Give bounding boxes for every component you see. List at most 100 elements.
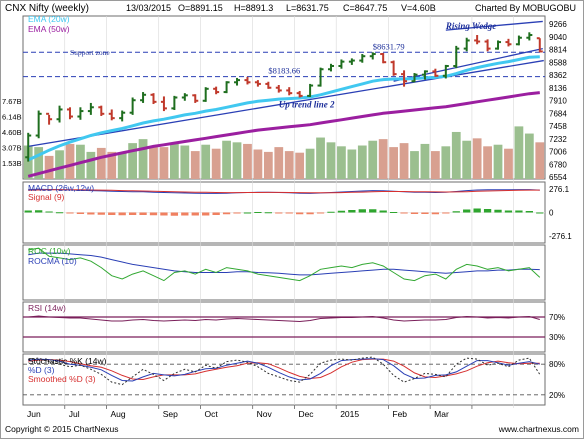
volume-bar: [451, 131, 461, 179]
ohlc-bar: [505, 38, 512, 47]
ohlc-bar: [484, 39, 491, 52]
volume-bar: [524, 133, 534, 179]
rsi-tick-label: 70%: [549, 313, 565, 322]
ohlc-bar: [474, 35, 481, 45]
volume-bar: [253, 149, 263, 179]
macd-histogram-bar: [254, 212, 262, 213]
macd-histogram-bar: [66, 212, 74, 214]
ohlc-bar: [181, 93, 188, 101]
ohlc-bar: [536, 37, 543, 53]
price-tick-label: 7232: [549, 135, 567, 144]
volume-bar: [86, 151, 96, 179]
volume-bar: [504, 148, 513, 179]
ohlc-high: H=8891.3: [234, 3, 273, 13]
macd-histogram-bar: [442, 212, 450, 214]
macd-histogram-bar: [431, 212, 440, 215]
ohlc-volume: V=4.60B: [401, 3, 436, 13]
macd-histogram-bar: [233, 212, 241, 214]
stochastic-d-line: [28, 358, 540, 382]
ohlc-bar: [401, 70, 408, 87]
x-axis-label: Jun: [27, 409, 41, 419]
signal-line: [28, 189, 540, 194]
stochastic-tick-label: 80%: [549, 360, 565, 369]
volume-tick-label: 1.53B: [2, 159, 22, 168]
volume-bar: [493, 144, 503, 179]
legend-rocma: ROCMA (10): [28, 256, 77, 266]
volume-bar: [430, 151, 440, 179]
macd-histogram-bar: [45, 211, 53, 213]
stochastic-k-line: [28, 356, 541, 386]
ohlc-bar: [380, 52, 387, 64]
rocma-line: [28, 252, 540, 276]
macd-histogram-bar: [421, 212, 429, 214]
macd-histogram-bar: [285, 212, 293, 214]
x-axis-label: Oct: [204, 409, 218, 419]
volume-bar: [169, 143, 179, 179]
macd-histogram-bar: [400, 212, 408, 214]
annotation-label: Up trend line 2: [279, 99, 335, 109]
rsi-axis-ticks: 70% 30%: [549, 313, 565, 342]
annotation-label: Support zone: [70, 48, 110, 57]
x-axis-label: Mar: [434, 409, 449, 419]
ohlc-bar: [244, 76, 251, 85]
macd-tick-label: 276.1: [549, 185, 570, 194]
volume-bar: [159, 147, 169, 179]
macd-histogram-bar: [389, 212, 398, 213]
price-tick-label: 7006: [549, 148, 567, 157]
price-axis-ticks: 9266 9040 8814 8588 8362 8136 7910 7684 7458 7232…: [549, 20, 567, 182]
macd-histogram-bar: [139, 212, 147, 215]
macd-histogram-bar: [264, 212, 272, 214]
macd-histogram-bar: [316, 212, 325, 214]
macd-histogram-bar: [243, 212, 252, 214]
price-tick-label: 7458: [549, 122, 567, 131]
volume-bar: [107, 151, 117, 179]
volume-bars: [23, 126, 545, 179]
ohlc-bar: [421, 70, 428, 80]
volume-bar: [284, 151, 294, 179]
ohlc-bar: [160, 96, 167, 112]
ohlc-bar: [307, 83, 314, 97]
price-tick-label: 9040: [549, 33, 567, 42]
stochastic-axis-ticks: 80% 20%: [549, 360, 565, 400]
ohlc-bar: [140, 92, 147, 103]
footer-site: www.chartnexus.com: [498, 424, 579, 434]
x-axis-label: Aug: [111, 409, 126, 419]
ohlc-open: O=8891.15: [178, 3, 223, 13]
volume-bar: [23, 145, 33, 179]
ohlc-bar: [98, 105, 105, 116]
legend-stochastic-k: Stochastic %K (14w): [28, 356, 107, 366]
volume-tick-label: 3.07B: [2, 144, 22, 153]
ohlc-bar: [35, 110, 42, 139]
ohlc-bar: [317, 67, 324, 87]
up-trend-line-2: [28, 59, 544, 148]
legend-macd: MACD (26w,12w): [28, 183, 94, 193]
volume-bar: [96, 147, 106, 179]
legend-ema20: EMA (20w): [28, 14, 70, 24]
stochastic-tick-label: 20%: [549, 391, 565, 400]
ohlc-bar: [275, 85, 282, 93]
annotation-label: Rising Wedge: [445, 21, 496, 31]
volume-bar: [201, 144, 211, 179]
volume-bar: [326, 142, 336, 179]
volume-bar: [357, 145, 367, 179]
chart-credit: Charted By MOBUGOBU: [475, 3, 576, 13]
macd-histogram-bar: [191, 212, 199, 216]
volume-bar: [514, 126, 524, 179]
ohlc-bar: [296, 90, 303, 98]
legend-stochastic-d: %D (3): [28, 365, 55, 375]
price-tick-label: 8814: [549, 46, 567, 55]
macd-histogram-bar: [212, 212, 220, 215]
x-axis-label: Nov: [257, 409, 273, 419]
macd-histogram-bar: [379, 210, 387, 213]
macd-tick-label: 0: [549, 209, 554, 218]
macd-histogram-bar: [452, 211, 460, 213]
volume-tick-label: 6.14B: [2, 113, 22, 122]
macd-histogram-bar: [358, 209, 366, 213]
ohlc-bar: [495, 40, 502, 50]
volume-bar: [274, 147, 284, 179]
macd-histogram-bar: [35, 210, 43, 213]
macd-histogram-bar: [128, 212, 137, 215]
volume-bar: [472, 138, 482, 179]
price-tick-label: 7684: [549, 109, 567, 118]
ohlc-bar: [192, 94, 199, 103]
